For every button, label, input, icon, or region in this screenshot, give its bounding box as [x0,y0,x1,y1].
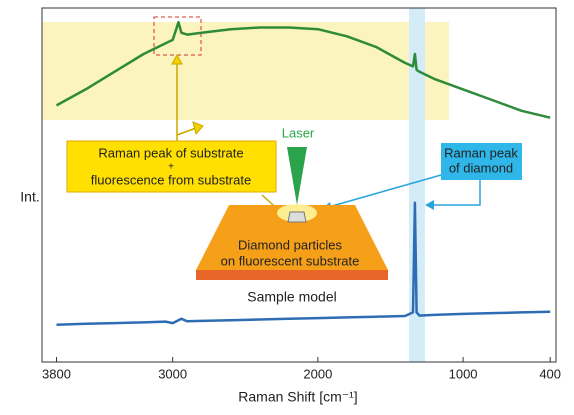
callout-text: fluorescence from substrate [91,172,251,187]
substrate [196,205,388,270]
sample-caption: Sample model [247,289,337,305]
substrate-edge [196,270,388,280]
series-line [56,201,551,327]
x-tick-label: 400 [539,366,561,381]
x-tick-label: 1000 [449,366,478,381]
arrowhead [192,121,204,136]
laser-label: Laser [282,125,315,140]
callout-text: Raman peak of substrate [98,145,243,160]
diamond-particle [287,211,307,223]
x-tick-label: 2000 [303,366,332,381]
callout-text: Raman peak [444,145,518,160]
laser-beam [287,147,307,205]
arrowhead [425,200,434,210]
callout-text: of diamond [449,160,513,175]
y-axis-label: Int. [20,189,39,205]
x-tick-label: 3800 [42,366,71,381]
x-tick-label: 3000 [158,366,187,381]
highlight-region [42,22,449,120]
arrowhead [171,53,183,65]
sample-label: Diamond particles [238,237,343,252]
series-line [55,20,551,119]
sample-label: on fluorescent substrate [221,253,360,268]
frame [41,7,557,363]
callout-box [66,140,277,193]
arrow [176,127,197,136]
callout-text: + [168,162,174,173]
arrow [324,174,442,209]
arrow [432,180,481,206]
callout-box [441,143,522,180]
x-axis-label: Raman Shift [cm⁻¹] [238,389,357,405]
